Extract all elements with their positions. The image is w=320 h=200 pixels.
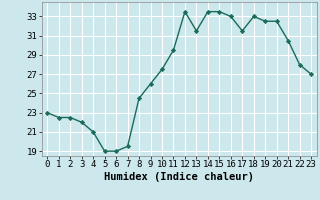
X-axis label: Humidex (Indice chaleur): Humidex (Indice chaleur)	[104, 172, 254, 182]
